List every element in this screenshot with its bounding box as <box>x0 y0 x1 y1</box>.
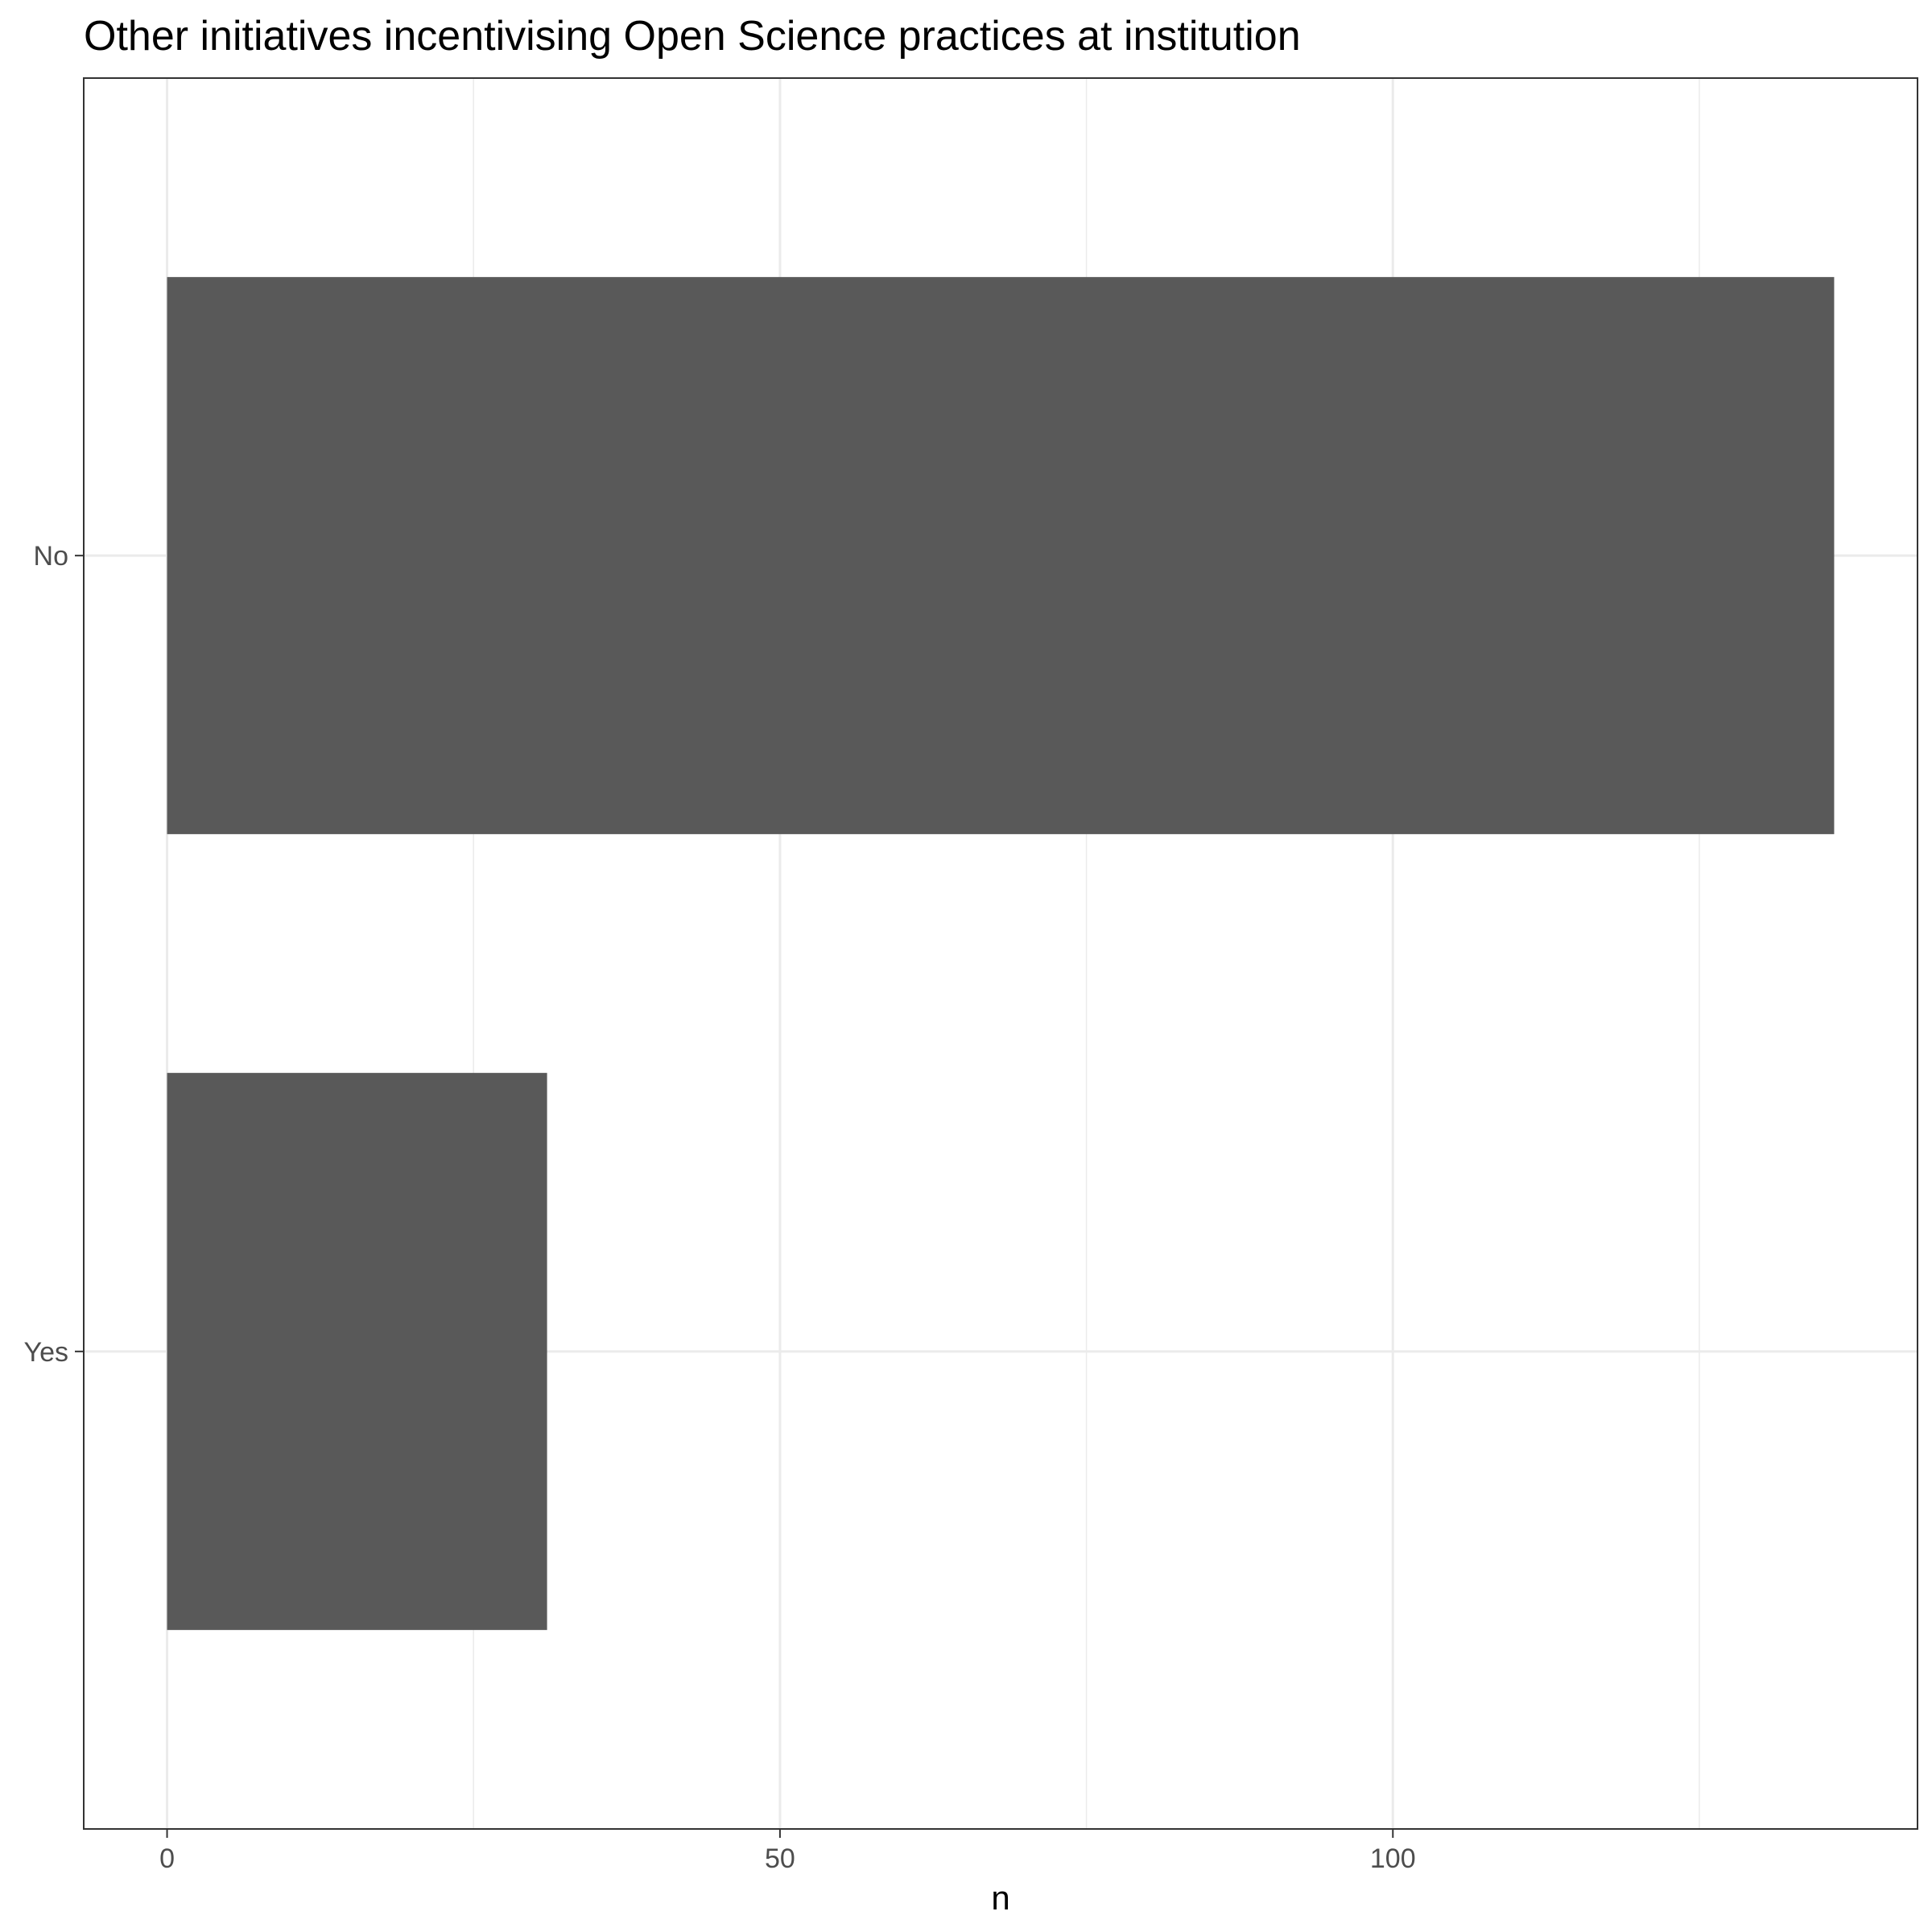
x-tick-label: 50 <box>765 1843 795 1874</box>
chart-title: Other initiatives incentivising Open Sci… <box>84 13 1301 60</box>
x-tick-label: 0 <box>159 1843 175 1874</box>
bar-yes <box>167 1072 547 1630</box>
bar-no <box>167 277 1835 835</box>
panel-border <box>83 77 1918 1830</box>
x-axis-title: n <box>991 1879 1009 1917</box>
x-axis: 0 50 100 <box>159 1829 1416 1874</box>
x-tick-label: 100 <box>1370 1843 1416 1874</box>
y-tick-label: No <box>34 541 68 572</box>
bars <box>167 277 1835 1630</box>
y-axis: No Yes <box>24 541 84 1368</box>
y-tick-label: Yes <box>24 1337 68 1368</box>
